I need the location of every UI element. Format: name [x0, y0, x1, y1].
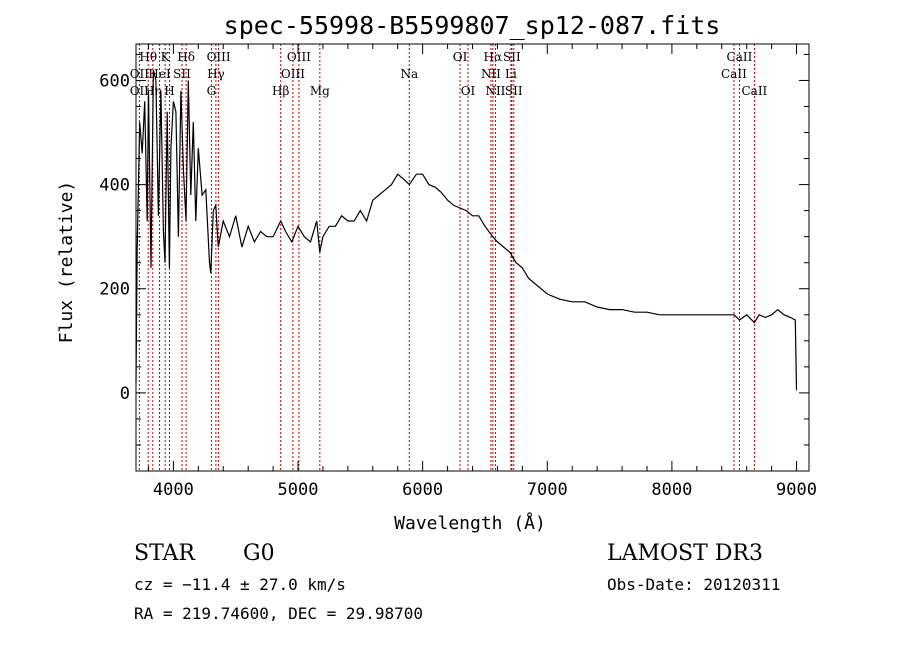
- line-label-h: H: [164, 84, 174, 98]
- x-tick-label: 8000: [651, 480, 692, 500]
- y-tick-label: 200: [99, 280, 130, 300]
- line-label-hγ: Hγ: [207, 67, 225, 81]
- line-label-li: Li: [505, 67, 517, 81]
- line-label-hα: Hα: [484, 50, 503, 64]
- line-label-hθ: Hθ: [139, 50, 157, 64]
- y-tick-label: 400: [99, 176, 130, 196]
- redshift-info: cz = −11.4 ± 27.0 km/s: [134, 575, 346, 594]
- line-label-nii: NII: [481, 67, 501, 81]
- x-tick-label: 4000: [153, 480, 194, 500]
- axis-tick-labels: 4000 5000 6000 7000 8000 9000 0 200 400 600: [99, 71, 817, 500]
- line-label-mg: Mg: [310, 84, 330, 98]
- line-label-nii: NII: [485, 84, 505, 98]
- ra-dec: RA = 219.74600, DEC = 29.98700: [134, 604, 423, 623]
- line-label-caii: CaII: [741, 84, 767, 98]
- line-label-sii: SII: [173, 67, 191, 81]
- plot-frame: [135, 43, 810, 472]
- line-label-hβ: Hβ: [272, 84, 289, 98]
- line-label-oi: OI: [461, 84, 476, 98]
- x-tick-label: 5000: [278, 480, 319, 500]
- line-label-sii: SII: [505, 84, 523, 98]
- line-label-oii: OII: [130, 84, 150, 98]
- x-tick-label: 6000: [402, 480, 443, 500]
- y-tick-label: 0: [120, 384, 130, 404]
- line-label-g: G: [207, 84, 217, 98]
- line-label-sii: SII: [503, 50, 521, 64]
- line-label-caii: CaII: [727, 50, 753, 64]
- object-subclass: G0: [243, 541, 275, 566]
- survey-name: LAMOST DR3: [607, 541, 763, 566]
- obs-date: Obs-Date: 20120311: [607, 575, 780, 594]
- x-axis-label: Wavelength (Å): [394, 512, 546, 534]
- spectrum-line: [135, 69, 798, 391]
- line-label-oiii: OIII: [281, 67, 305, 81]
- line-label-caii: CaII: [721, 67, 747, 81]
- line-label-na: Na: [400, 67, 418, 81]
- object-class: STAR: [134, 541, 196, 566]
- line-label-hei: HeI: [148, 67, 171, 81]
- line-label-oi: OI: [453, 50, 468, 64]
- axis-ticks: [136, 44, 809, 471]
- chart-title: spec-55998-B5599807_sp12-087.fits: [224, 11, 721, 40]
- x-tick-label: 7000: [527, 480, 568, 500]
- y-tick-label: 600: [99, 71, 130, 91]
- line-label-oiii: OIII: [287, 50, 311, 64]
- line-label-hδ: Hδ: [177, 50, 195, 64]
- line-label-k: K: [161, 50, 171, 64]
- line-label-oiii: OIII: [207, 50, 231, 64]
- y-axis-label: Flux (relative): [56, 181, 77, 344]
- line-label-oii: OII: [130, 67, 150, 81]
- x-tick-label: 9000: [776, 480, 817, 500]
